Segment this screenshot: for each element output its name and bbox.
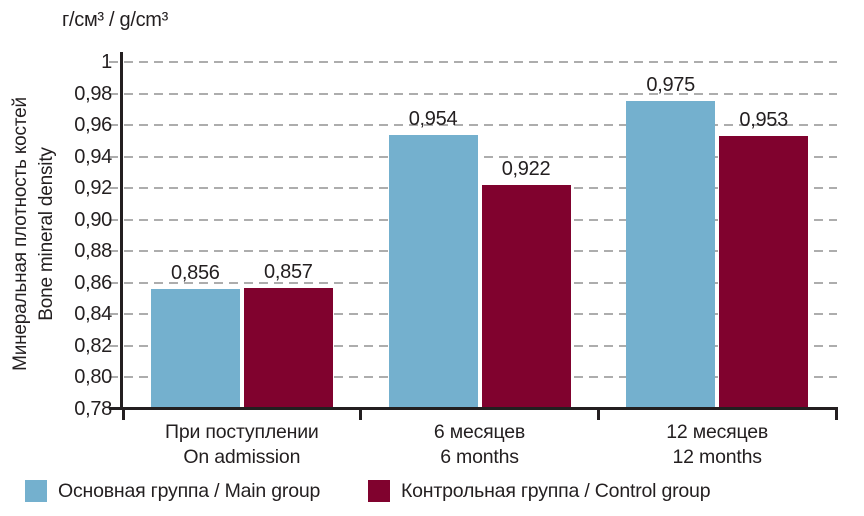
- bar-value-label: 0,953: [739, 109, 788, 132]
- gridline: [109, 92, 837, 95]
- bar-main-group: [626, 101, 716, 409]
- y-tick-label: 0,98: [74, 82, 112, 105]
- bar-control-group: [243, 287, 333, 409]
- y-tick-label: 0,86: [74, 271, 112, 294]
- x-axis-tick: [359, 407, 363, 420]
- gridline: [109, 61, 837, 63]
- x-category-label: При поступлении On admission: [132, 420, 352, 470]
- x-category-label-ru: 6 месяцев: [433, 421, 526, 443]
- chart-title-units: г/см³ / g/cm³: [62, 9, 169, 31]
- x-axis-tick: [596, 407, 600, 420]
- bar-control-group: [719, 136, 809, 409]
- bar-value-label: 0,856: [171, 262, 220, 285]
- legend-label: Контрольная группа / Control group: [401, 480, 711, 502]
- bar-main-group: [388, 134, 478, 409]
- legend-swatch: [368, 480, 390, 502]
- bar-main-group: [150, 289, 240, 409]
- y-axis-label-ru: Минеральная плотность костей: [10, 97, 31, 371]
- x-category-label-en: On admission: [183, 446, 301, 468]
- y-tick-label: 0,82: [74, 334, 112, 357]
- x-category-label-en: 12 months: [672, 446, 762, 468]
- x-category-label-ru: При поступлении: [165, 421, 319, 443]
- y-tick-label: 0,80: [74, 366, 112, 389]
- bar-control-group: [481, 185, 571, 409]
- x-axis-tick: [834, 407, 838, 420]
- x-category-label: 6 месяцев 6 months: [370, 420, 590, 470]
- x-category-label-en: 6 months: [440, 446, 519, 468]
- y-tick-label: 0,96: [74, 114, 112, 137]
- x-category-label: 12 месяцев 12 months: [607, 420, 827, 470]
- bar-value-label: 0,857: [264, 260, 313, 283]
- y-tick-label: 0,78: [74, 398, 112, 420]
- y-tick-label: 0,92: [74, 177, 112, 200]
- y-tick-label: 0,88: [74, 240, 112, 263]
- x-axis-line: [109, 407, 838, 410]
- legend-swatch: [25, 480, 47, 502]
- y-axis-line: [120, 52, 123, 410]
- x-axis-tick: [121, 407, 125, 420]
- y-tick-label: 0,90: [74, 208, 112, 231]
- bar-value-label: 0,922: [501, 158, 551, 181]
- bar-value-label: 0,975: [646, 74, 695, 97]
- legend-label: Основная группа / Main group: [58, 480, 321, 502]
- x-category-label-ru: 12 месяцев: [666, 421, 769, 443]
- y-tick-label: 0,84: [74, 303, 112, 326]
- y-tick-label: 0,94: [74, 145, 112, 168]
- gridline: [109, 124, 837, 127]
- bar-value-label: 0,954: [408, 107, 458, 130]
- y-tick-label: 1: [101, 51, 112, 73]
- legend: Основная группа / Main group Контрольная …: [0, 478, 864, 508]
